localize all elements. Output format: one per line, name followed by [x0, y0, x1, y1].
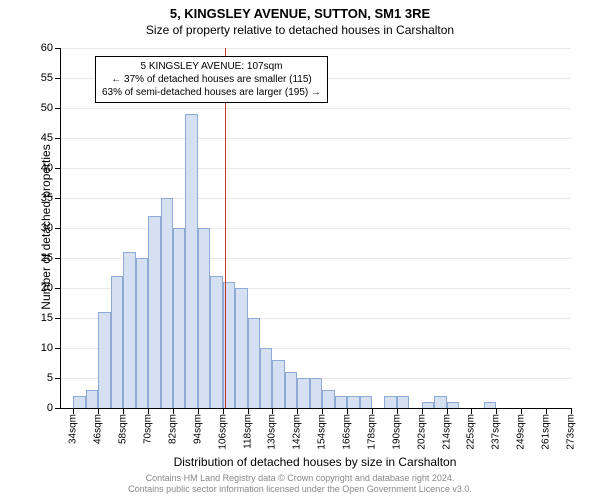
x-tick-label: 166sqm [342, 414, 353, 450]
y-tick [55, 78, 61, 79]
x-tick-label: 94sqm [192, 414, 203, 444]
footer-line-2: Contains public sector information licen… [0, 484, 600, 496]
histogram-chart: 05101520253035404550556034sqm46sqm58sqm7… [60, 48, 571, 409]
y-tick-label: 5 [47, 372, 53, 384]
chart-subtitle: Size of property relative to detached ho… [0, 21, 600, 37]
histogram-bar [123, 252, 135, 408]
x-tick-label: 130sqm [267, 414, 278, 450]
chart-title: 5, KINGSLEY AVENUE, SUTTON, SM1 3RE [0, 0, 600, 21]
y-axis-label: Number of detached properties [39, 97, 53, 357]
y-tick-label: 60 [41, 42, 53, 54]
y-tick [55, 168, 61, 169]
gridline [61, 138, 571, 139]
histogram-bar [310, 378, 322, 408]
x-tick-label: 225sqm [466, 414, 477, 450]
y-tick-label: 0 [47, 402, 53, 414]
histogram-bar [111, 276, 123, 408]
x-tick-label: 237sqm [491, 414, 502, 450]
y-tick [55, 348, 61, 349]
histogram-bar [185, 114, 197, 408]
x-tick-label: 249sqm [516, 414, 527, 450]
x-tick-label: 202sqm [416, 414, 427, 450]
x-tick-label: 142sqm [292, 414, 303, 450]
histogram-bar [322, 390, 334, 408]
histogram-bar [98, 312, 110, 408]
histogram-bar [434, 396, 446, 408]
histogram-bar [73, 396, 85, 408]
histogram-bar [347, 396, 359, 408]
histogram-bar [161, 198, 173, 408]
y-tick [55, 228, 61, 229]
footer-line-1: Contains HM Land Registry data © Crown c… [0, 473, 600, 485]
gridline [61, 48, 571, 49]
info-box: 5 KINGSLEY AVENUE: 107sqm← 37% of detach… [95, 56, 328, 103]
histogram-bar [422, 402, 434, 408]
histogram-bar [210, 276, 222, 408]
attribution-footer: Contains HM Land Registry data © Crown c… [0, 473, 600, 496]
histogram-bar [235, 288, 247, 408]
histogram-bar [260, 348, 272, 408]
gridline [61, 108, 571, 109]
y-tick [55, 318, 61, 319]
x-tick-label: 154sqm [317, 414, 328, 450]
histogram-bar [447, 402, 459, 408]
x-tick-label: 70sqm [143, 414, 154, 444]
info-box-line: ← 37% of detached houses are smaller (11… [102, 73, 321, 86]
x-tick-label: 273sqm [566, 414, 577, 450]
y-tick [55, 138, 61, 139]
y-tick [55, 288, 61, 289]
x-tick-label: 46sqm [93, 414, 104, 444]
x-tick-label: 58sqm [118, 414, 129, 444]
histogram-bar [285, 372, 297, 408]
histogram-bar [173, 228, 185, 408]
y-tick [55, 108, 61, 109]
x-tick-label: 118sqm [242, 414, 253, 449]
histogram-bar [297, 378, 309, 408]
histogram-bar [272, 360, 284, 408]
gridline [61, 198, 571, 199]
x-tick-label: 214sqm [441, 414, 452, 450]
gridline [61, 168, 571, 169]
info-box-line: 63% of semi-detached houses are larger (… [102, 86, 321, 99]
y-tick [55, 408, 61, 409]
histogram-bar [136, 258, 148, 408]
x-tick-label: 34sqm [68, 414, 79, 444]
gridline [61, 228, 571, 229]
y-tick [55, 48, 61, 49]
x-tick-label: 190sqm [391, 414, 402, 450]
histogram-bar [335, 396, 347, 408]
y-tick [55, 378, 61, 379]
x-tick-label: 82sqm [167, 414, 178, 444]
x-tick-label: 261sqm [541, 414, 552, 450]
histogram-bar [86, 390, 98, 408]
x-axis-label: Distribution of detached houses by size … [60, 455, 570, 469]
histogram-bar [397, 396, 409, 408]
histogram-bar [248, 318, 260, 408]
histogram-bar [484, 402, 496, 408]
y-tick-label: 55 [41, 72, 53, 84]
x-tick-label: 178sqm [366, 414, 377, 450]
histogram-bar [148, 216, 160, 408]
info-box-line: 5 KINGSLEY AVENUE: 107sqm [102, 60, 321, 73]
histogram-bar [384, 396, 396, 408]
x-tick-label: 106sqm [217, 414, 228, 450]
y-tick [55, 258, 61, 259]
histogram-bar [360, 396, 372, 408]
histogram-bar [198, 228, 210, 408]
y-tick [55, 198, 61, 199]
